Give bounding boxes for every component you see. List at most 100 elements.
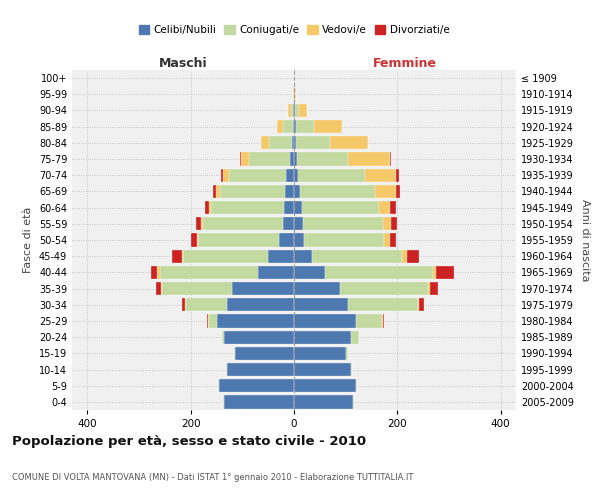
Bar: [296, 136, 329, 149]
Bar: [286, 168, 294, 182]
Bar: [163, 282, 232, 295]
Bar: [389, 234, 396, 246]
Bar: [227, 363, 294, 376]
Bar: [418, 298, 419, 312]
Bar: [220, 185, 285, 198]
Bar: [356, 379, 357, 392]
Bar: [296, 152, 348, 166]
Bar: [346, 346, 348, 360]
Bar: [207, 314, 208, 328]
Bar: [289, 104, 291, 117]
Bar: [151, 266, 157, 279]
Bar: [222, 330, 224, 344]
Bar: [172, 250, 182, 263]
Bar: [224, 330, 294, 344]
Bar: [407, 250, 419, 263]
Bar: [294, 136, 296, 149]
Bar: [219, 379, 294, 392]
Bar: [348, 152, 389, 166]
Bar: [209, 201, 211, 214]
Bar: [295, 88, 296, 101]
Bar: [430, 282, 437, 295]
Bar: [294, 282, 340, 295]
Bar: [436, 266, 454, 279]
Bar: [294, 396, 353, 408]
Bar: [294, 234, 304, 246]
Bar: [312, 250, 403, 263]
Bar: [209, 314, 217, 328]
Bar: [294, 363, 351, 376]
Bar: [298, 168, 365, 182]
Bar: [294, 330, 351, 344]
Bar: [294, 250, 312, 263]
Bar: [294, 266, 325, 279]
Text: COMUNE DI VOLTA MANTOVANA (MN) - Dati ISTAT 1° gennaio 2010 - Elaborazione TUTTI: COMUNE DI VOLTA MANTOVANA (MN) - Dati IS…: [12, 472, 413, 482]
Bar: [419, 298, 424, 312]
Bar: [155, 282, 161, 295]
Bar: [240, 152, 241, 166]
Bar: [214, 185, 216, 198]
Bar: [340, 282, 428, 295]
Bar: [268, 250, 294, 263]
Bar: [241, 152, 248, 166]
Bar: [294, 152, 296, 166]
Bar: [216, 185, 220, 198]
Bar: [294, 168, 298, 182]
Bar: [258, 266, 294, 279]
Bar: [294, 314, 356, 328]
Bar: [185, 298, 227, 312]
Bar: [365, 168, 396, 182]
Text: Femmine: Femmine: [373, 57, 437, 70]
Bar: [182, 298, 185, 312]
Bar: [294, 298, 348, 312]
Bar: [226, 363, 227, 376]
Bar: [433, 266, 436, 279]
Bar: [160, 266, 258, 279]
Bar: [294, 185, 300, 198]
Bar: [294, 120, 296, 134]
Bar: [383, 314, 384, 328]
Bar: [389, 201, 396, 214]
Bar: [223, 168, 229, 182]
Text: Popolazione per età, sesso e stato civile - 2010: Popolazione per età, sesso e stato civil…: [12, 435, 366, 448]
Bar: [203, 217, 283, 230]
Bar: [211, 201, 284, 214]
Bar: [325, 266, 433, 279]
Bar: [205, 201, 209, 214]
Bar: [294, 88, 295, 101]
Bar: [269, 136, 292, 149]
Bar: [348, 298, 418, 312]
Bar: [161, 282, 163, 295]
Y-axis label: Fasce di età: Fasce di età: [23, 207, 33, 273]
Bar: [261, 136, 269, 149]
Bar: [284, 201, 294, 214]
Bar: [293, 120, 294, 134]
Bar: [294, 217, 303, 230]
Bar: [351, 330, 359, 344]
Bar: [291, 104, 293, 117]
Bar: [227, 298, 294, 312]
Bar: [294, 346, 346, 360]
Bar: [382, 314, 383, 328]
Bar: [295, 104, 299, 117]
Bar: [218, 379, 219, 392]
Bar: [232, 282, 294, 295]
Bar: [296, 120, 314, 134]
Bar: [201, 217, 203, 230]
Bar: [391, 217, 397, 230]
Bar: [351, 363, 352, 376]
Bar: [157, 266, 160, 279]
Bar: [285, 185, 294, 198]
Bar: [196, 217, 201, 230]
Bar: [304, 234, 385, 246]
Bar: [182, 250, 183, 263]
Bar: [396, 168, 399, 182]
Bar: [294, 379, 356, 392]
Bar: [248, 152, 290, 166]
Bar: [292, 136, 294, 149]
Bar: [356, 314, 382, 328]
Bar: [233, 346, 235, 360]
Bar: [383, 217, 391, 230]
Bar: [191, 234, 197, 246]
Bar: [223, 396, 224, 408]
